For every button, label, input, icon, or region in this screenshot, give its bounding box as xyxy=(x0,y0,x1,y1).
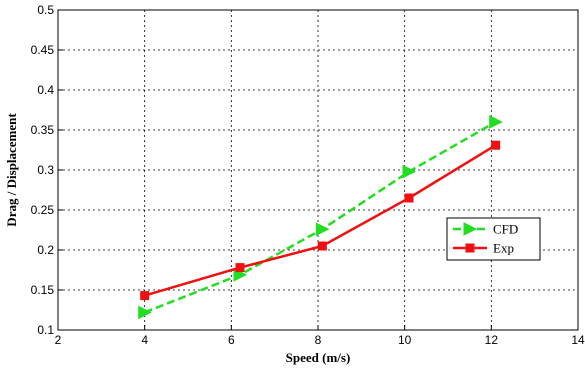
x-tick-label: 6 xyxy=(228,333,235,347)
x-axis-label: Speed (m/s) xyxy=(286,350,351,365)
legend-marker xyxy=(463,222,478,236)
y-tick-label: 0.45 xyxy=(31,43,55,57)
data-point xyxy=(491,140,501,150)
data-point xyxy=(402,164,417,179)
legend-item-exp: Exp xyxy=(453,241,514,256)
legend-item-cfd: CFD xyxy=(453,222,518,237)
legend-box xyxy=(446,217,541,261)
data-point xyxy=(315,222,330,237)
series-layer xyxy=(138,115,503,320)
legend-label: CFD xyxy=(493,222,518,237)
data-point xyxy=(138,305,152,320)
data-point xyxy=(235,263,245,273)
y-tick-label: 0.25 xyxy=(31,203,55,217)
series-exp xyxy=(140,140,501,301)
y-axis-label: Drag / Displacement xyxy=(4,113,19,227)
x-tick-label: 14 xyxy=(571,333,585,347)
data-point xyxy=(140,291,150,301)
y-tick-label: 0.2 xyxy=(37,243,54,257)
y-tick-label: 0.5 xyxy=(37,3,54,17)
y-tick-label: 0.35 xyxy=(31,123,55,137)
data-point xyxy=(317,241,327,251)
legend-marker xyxy=(465,243,475,253)
legend: CFD Exp xyxy=(446,217,541,261)
data-point xyxy=(489,115,503,129)
x-tick-label: 2 xyxy=(55,333,62,347)
x-axis: 2 4 6 8 10 12 14 xyxy=(55,325,585,347)
x-tick-label: 8 xyxy=(315,333,322,347)
data-point xyxy=(404,193,414,203)
y-tick-label: 0.3 xyxy=(37,163,54,177)
x-tick-label: 10 xyxy=(398,333,412,347)
x-tick-label: 4 xyxy=(141,333,148,347)
y-tick-label: 0.15 xyxy=(31,283,55,297)
y-axis: 0.1 0.15 0.2 0.25 0.3 0.35 0.4 0.45 0.5 xyxy=(31,3,63,337)
legend-label: Exp xyxy=(493,241,514,256)
series-line xyxy=(144,144,497,297)
y-tick-label: 0.4 xyxy=(37,83,54,97)
series-cfd xyxy=(138,115,503,320)
grid xyxy=(58,10,578,330)
y-tick-label: 0.1 xyxy=(37,323,54,337)
series-line xyxy=(144,120,497,314)
x-tick-label: 12 xyxy=(485,333,499,347)
